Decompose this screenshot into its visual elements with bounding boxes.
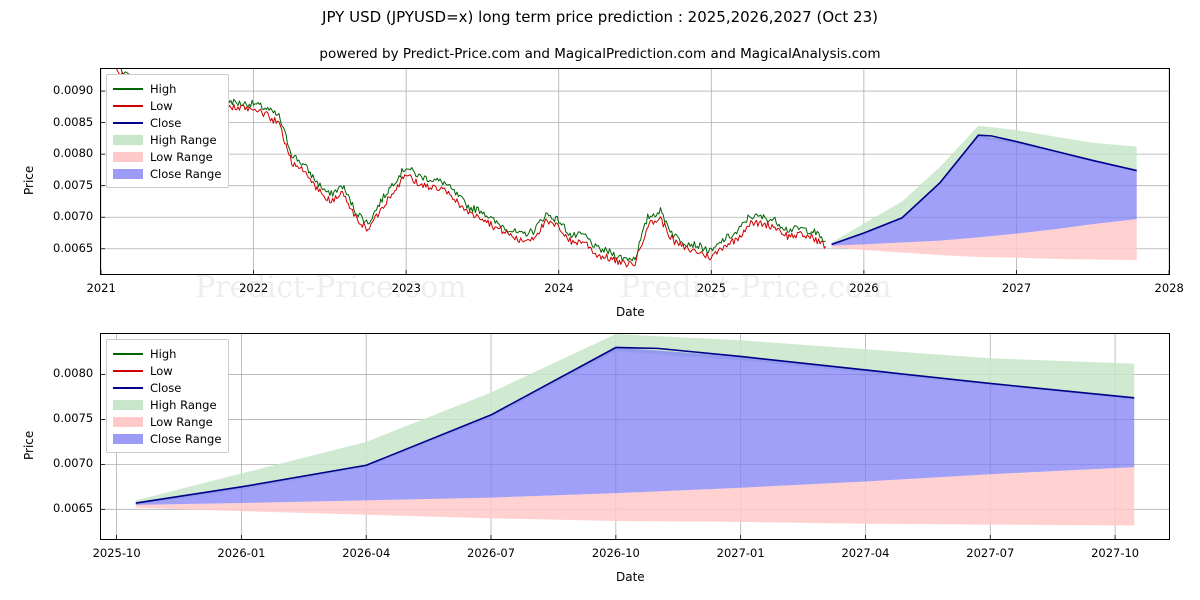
- x-tick-label: 2021: [86, 281, 116, 295]
- legend-item-high-range: High Range: [113, 131, 221, 148]
- legend-swatch-icon: [113, 151, 143, 162]
- x-tick-label: 2022: [239, 281, 269, 295]
- legend-swatch-icon: [113, 348, 143, 359]
- legend-item-close: Close: [113, 114, 221, 131]
- x-tick-label: 2024: [544, 281, 574, 295]
- legend-item-low: Low: [113, 362, 221, 379]
- top-x-axis-label: Date: [616, 305, 645, 319]
- y-tick-label: 0.0070: [53, 456, 94, 471]
- legend-label: Low: [150, 363, 173, 378]
- y-tick-label: 0.0075: [53, 177, 94, 192]
- x-tick-label: 2025-10: [92, 546, 141, 560]
- legend-swatch-icon: [113, 382, 143, 393]
- y-tick-label: 0.0065: [53, 501, 94, 516]
- bottom-chart-legend: High Low Close High Range Low Range Close Ran…: [106, 339, 230, 453]
- y-tick-label: 0.0065: [53, 240, 94, 255]
- y-tick-label: 0.0080: [53, 146, 94, 161]
- bottom-chart-panel: [100, 333, 1170, 540]
- x-tick-label: 2026-10: [591, 546, 640, 560]
- legend-label: Low: [150, 98, 173, 113]
- x-tick-label: 2028: [1154, 281, 1184, 295]
- legend-item-high-range: High Range: [113, 396, 221, 413]
- legend-swatch-icon: [113, 399, 143, 410]
- legend-item-low-range: Low Range: [113, 413, 221, 430]
- legend-label: High: [150, 346, 177, 361]
- y-tick-label: 0.0085: [53, 114, 94, 129]
- y-tick-label: 0.0090: [53, 83, 94, 98]
- legend-label: Close: [150, 380, 182, 395]
- legend-swatch-icon: [113, 117, 143, 128]
- legend-swatch-icon: [113, 134, 143, 145]
- legend-item-close-range: Close Range: [113, 430, 221, 447]
- bottom-x-axis-label: Date: [616, 570, 645, 584]
- x-tick-label: 2027: [1001, 281, 1032, 295]
- page-title: JPY USD (JPYUSD=x) long term price predi…: [322, 8, 878, 26]
- legend-label: Low Range: [150, 149, 213, 164]
- y-tick-label: 0.0080: [53, 366, 94, 381]
- y-tick-label: 0.0075: [53, 411, 94, 426]
- legend-item-close: Close: [113, 379, 221, 396]
- legend-swatch-icon: [113, 100, 143, 111]
- top-chart-legend: High Low Close High Range Low Range Close Ran…: [106, 74, 230, 188]
- legend-label: High Range: [150, 397, 217, 412]
- legend-label: Low Range: [150, 414, 213, 429]
- x-tick-label: 2023: [391, 281, 421, 295]
- top-chart-panel: [100, 68, 1170, 275]
- watermark-3: Predict-Price.com: [195, 270, 467, 305]
- legend-swatch-icon: [113, 365, 143, 376]
- legend-swatch-icon: [113, 433, 143, 444]
- x-tick-label: 2025: [696, 281, 727, 295]
- legend-swatch-icon: [113, 83, 143, 94]
- legend-label: High Range: [150, 132, 217, 147]
- bottom-chart-canvas: [101, 334, 1169, 539]
- page-subtitle: powered by Predict-Price.com and Magical…: [319, 46, 881, 62]
- x-tick-label: 2026: [849, 281, 879, 295]
- legend-label: Close Range: [150, 431, 222, 446]
- legend-label: High: [150, 81, 177, 96]
- legend-item-high: High: [113, 345, 221, 362]
- legend-label: Close Range: [150, 166, 222, 181]
- legend-label: Close: [150, 115, 182, 130]
- x-tick-label: 2026-07: [467, 546, 516, 560]
- legend-item-low-range: Low Range: [113, 148, 221, 165]
- bottom-y-axis-label: Price: [22, 430, 36, 460]
- x-tick-label: 2026-01: [217, 546, 266, 560]
- x-tick-label: 2026-04: [342, 546, 391, 560]
- x-tick-label: 2027-10: [1091, 546, 1140, 560]
- x-tick-label: 2027-01: [716, 546, 765, 560]
- legend-swatch-icon: [113, 168, 143, 179]
- legend-swatch-icon: [113, 416, 143, 427]
- legend-item-low: Low: [113, 97, 221, 114]
- top-y-axis-label: Price: [22, 165, 36, 195]
- top-chart-canvas: [101, 69, 1169, 274]
- y-tick-label: 0.0070: [53, 209, 94, 224]
- x-tick-label: 2027-04: [841, 546, 890, 560]
- x-tick-label: 2027-07: [966, 546, 1015, 560]
- legend-item-close-range: Close Range: [113, 165, 221, 182]
- legend-item-high: High: [113, 80, 221, 97]
